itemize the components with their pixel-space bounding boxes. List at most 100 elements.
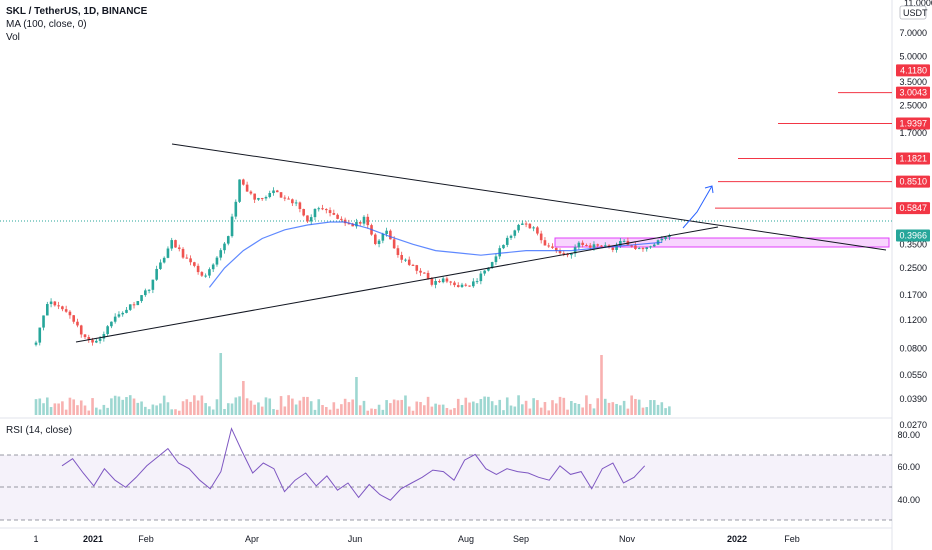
candle-body (423, 272, 426, 274)
candle-body (558, 250, 562, 254)
rsi-axis-ticks: 80.00 60.00 40.00 (897, 430, 920, 505)
volume-bar (603, 398, 607, 415)
candle-body (272, 190, 275, 194)
volume-bar (490, 401, 494, 415)
price-tag-box[interactable] (896, 64, 930, 77)
candle-body (396, 248, 400, 256)
volume-bar (68, 397, 72, 415)
candle-body (257, 198, 260, 200)
candle-body (38, 327, 42, 343)
volume-bar (46, 397, 49, 415)
volume-bar (562, 397, 566, 415)
candle-body (170, 240, 174, 249)
price-tag-label: 3.0043 (899, 88, 927, 98)
candle-body (306, 215, 309, 222)
volume-bar (268, 398, 272, 415)
time-tick-label: Jun (348, 534, 363, 544)
volume-bar (219, 353, 223, 415)
candle-body (313, 208, 317, 218)
ma-line[interactable] (208, 221, 662, 288)
currency-label[interactable]: USDT (903, 8, 928, 18)
volume-bar (151, 404, 155, 415)
price-tag-box[interactable] (896, 175, 930, 188)
ma-legend[interactable]: MA (100, close, 0) (6, 19, 87, 30)
candle-body (291, 199, 294, 204)
volume-bar (328, 409, 332, 415)
price-tick-label: 7.0000 (899, 28, 927, 38)
volume-bar (57, 403, 60, 415)
candle-body (430, 278, 434, 285)
price-tag-box[interactable] (896, 152, 930, 165)
volume-bar (287, 395, 290, 415)
candle-body (234, 201, 238, 217)
symbol-title[interactable]: SKL / TetherUS, 1D, BINANCE (6, 6, 148, 17)
triangle-upper-trendline[interactable] (171, 143, 887, 251)
rsi-line[interactable] (61, 427, 646, 501)
volume-bar (509, 405, 513, 415)
candle-body (543, 240, 547, 246)
candle-body (374, 234, 377, 244)
volume-bar (645, 407, 649, 415)
candle-body (268, 193, 272, 198)
candle-body (570, 253, 573, 256)
volume-bar (185, 399, 189, 415)
candle-body (64, 309, 68, 312)
price-tick-label: 5.0000 (899, 52, 927, 62)
candle-body (211, 264, 215, 270)
candle-body (532, 227, 535, 229)
candle-body (528, 223, 532, 229)
candle-body (204, 275, 207, 277)
candle-body (196, 265, 200, 273)
volume-bar (125, 397, 128, 415)
volume-bar (272, 409, 275, 415)
volume-bar (392, 399, 396, 415)
volume-bar (200, 395, 204, 415)
candle-body (61, 306, 64, 310)
candle-body (275, 190, 279, 193)
price-tag-box[interactable] (896, 202, 930, 215)
volume-bar (652, 400, 656, 415)
projection-arrow[interactable] (682, 185, 713, 229)
volume-bar (61, 401, 64, 415)
candle-body (215, 257, 219, 265)
volume-bar (585, 395, 588, 415)
candle-body (159, 262, 162, 269)
candle-body (362, 216, 366, 224)
candle-body (79, 325, 83, 335)
support-zone[interactable] (554, 237, 890, 248)
candle-body (381, 233, 385, 241)
candle-body (358, 222, 362, 224)
candle-body (174, 240, 177, 248)
candle-body (230, 216, 234, 237)
rsi-legend[interactable]: RSI (14, close) (6, 425, 72, 436)
candle-body (581, 242, 584, 245)
candle-body (449, 281, 452, 283)
price-tag-box[interactable] (896, 229, 930, 242)
volume-bar (102, 404, 106, 415)
candle-body (453, 282, 456, 286)
price-tag-box[interactable] (896, 86, 930, 99)
rsi-tick-label: 80.00 (897, 430, 920, 440)
candle-body (110, 321, 113, 327)
candle-body (302, 208, 305, 216)
price-tag-box[interactable] (896, 117, 930, 130)
candle-body (245, 184, 249, 192)
volume-bar (309, 401, 313, 415)
candle-body (487, 267, 490, 271)
volume-bar (596, 398, 600, 415)
volume-bars (34, 353, 671, 415)
candle-body (385, 230, 388, 234)
volume-bar (396, 400, 400, 415)
volume-legend[interactable]: Vol (6, 32, 20, 43)
volume-bar (340, 404, 343, 415)
price-tick-label: 0.0550 (899, 370, 927, 380)
volume-bar (34, 399, 38, 415)
candle-body (415, 265, 419, 271)
candle-body (260, 198, 264, 200)
price-tick-label: 0.0390 (899, 394, 927, 404)
currency-box[interactable] (899, 5, 927, 20)
triangle-lower-trendline[interactable] (75, 226, 719, 343)
price-tick-label: 1.7000 (899, 128, 927, 138)
volume-bar (377, 404, 381, 415)
